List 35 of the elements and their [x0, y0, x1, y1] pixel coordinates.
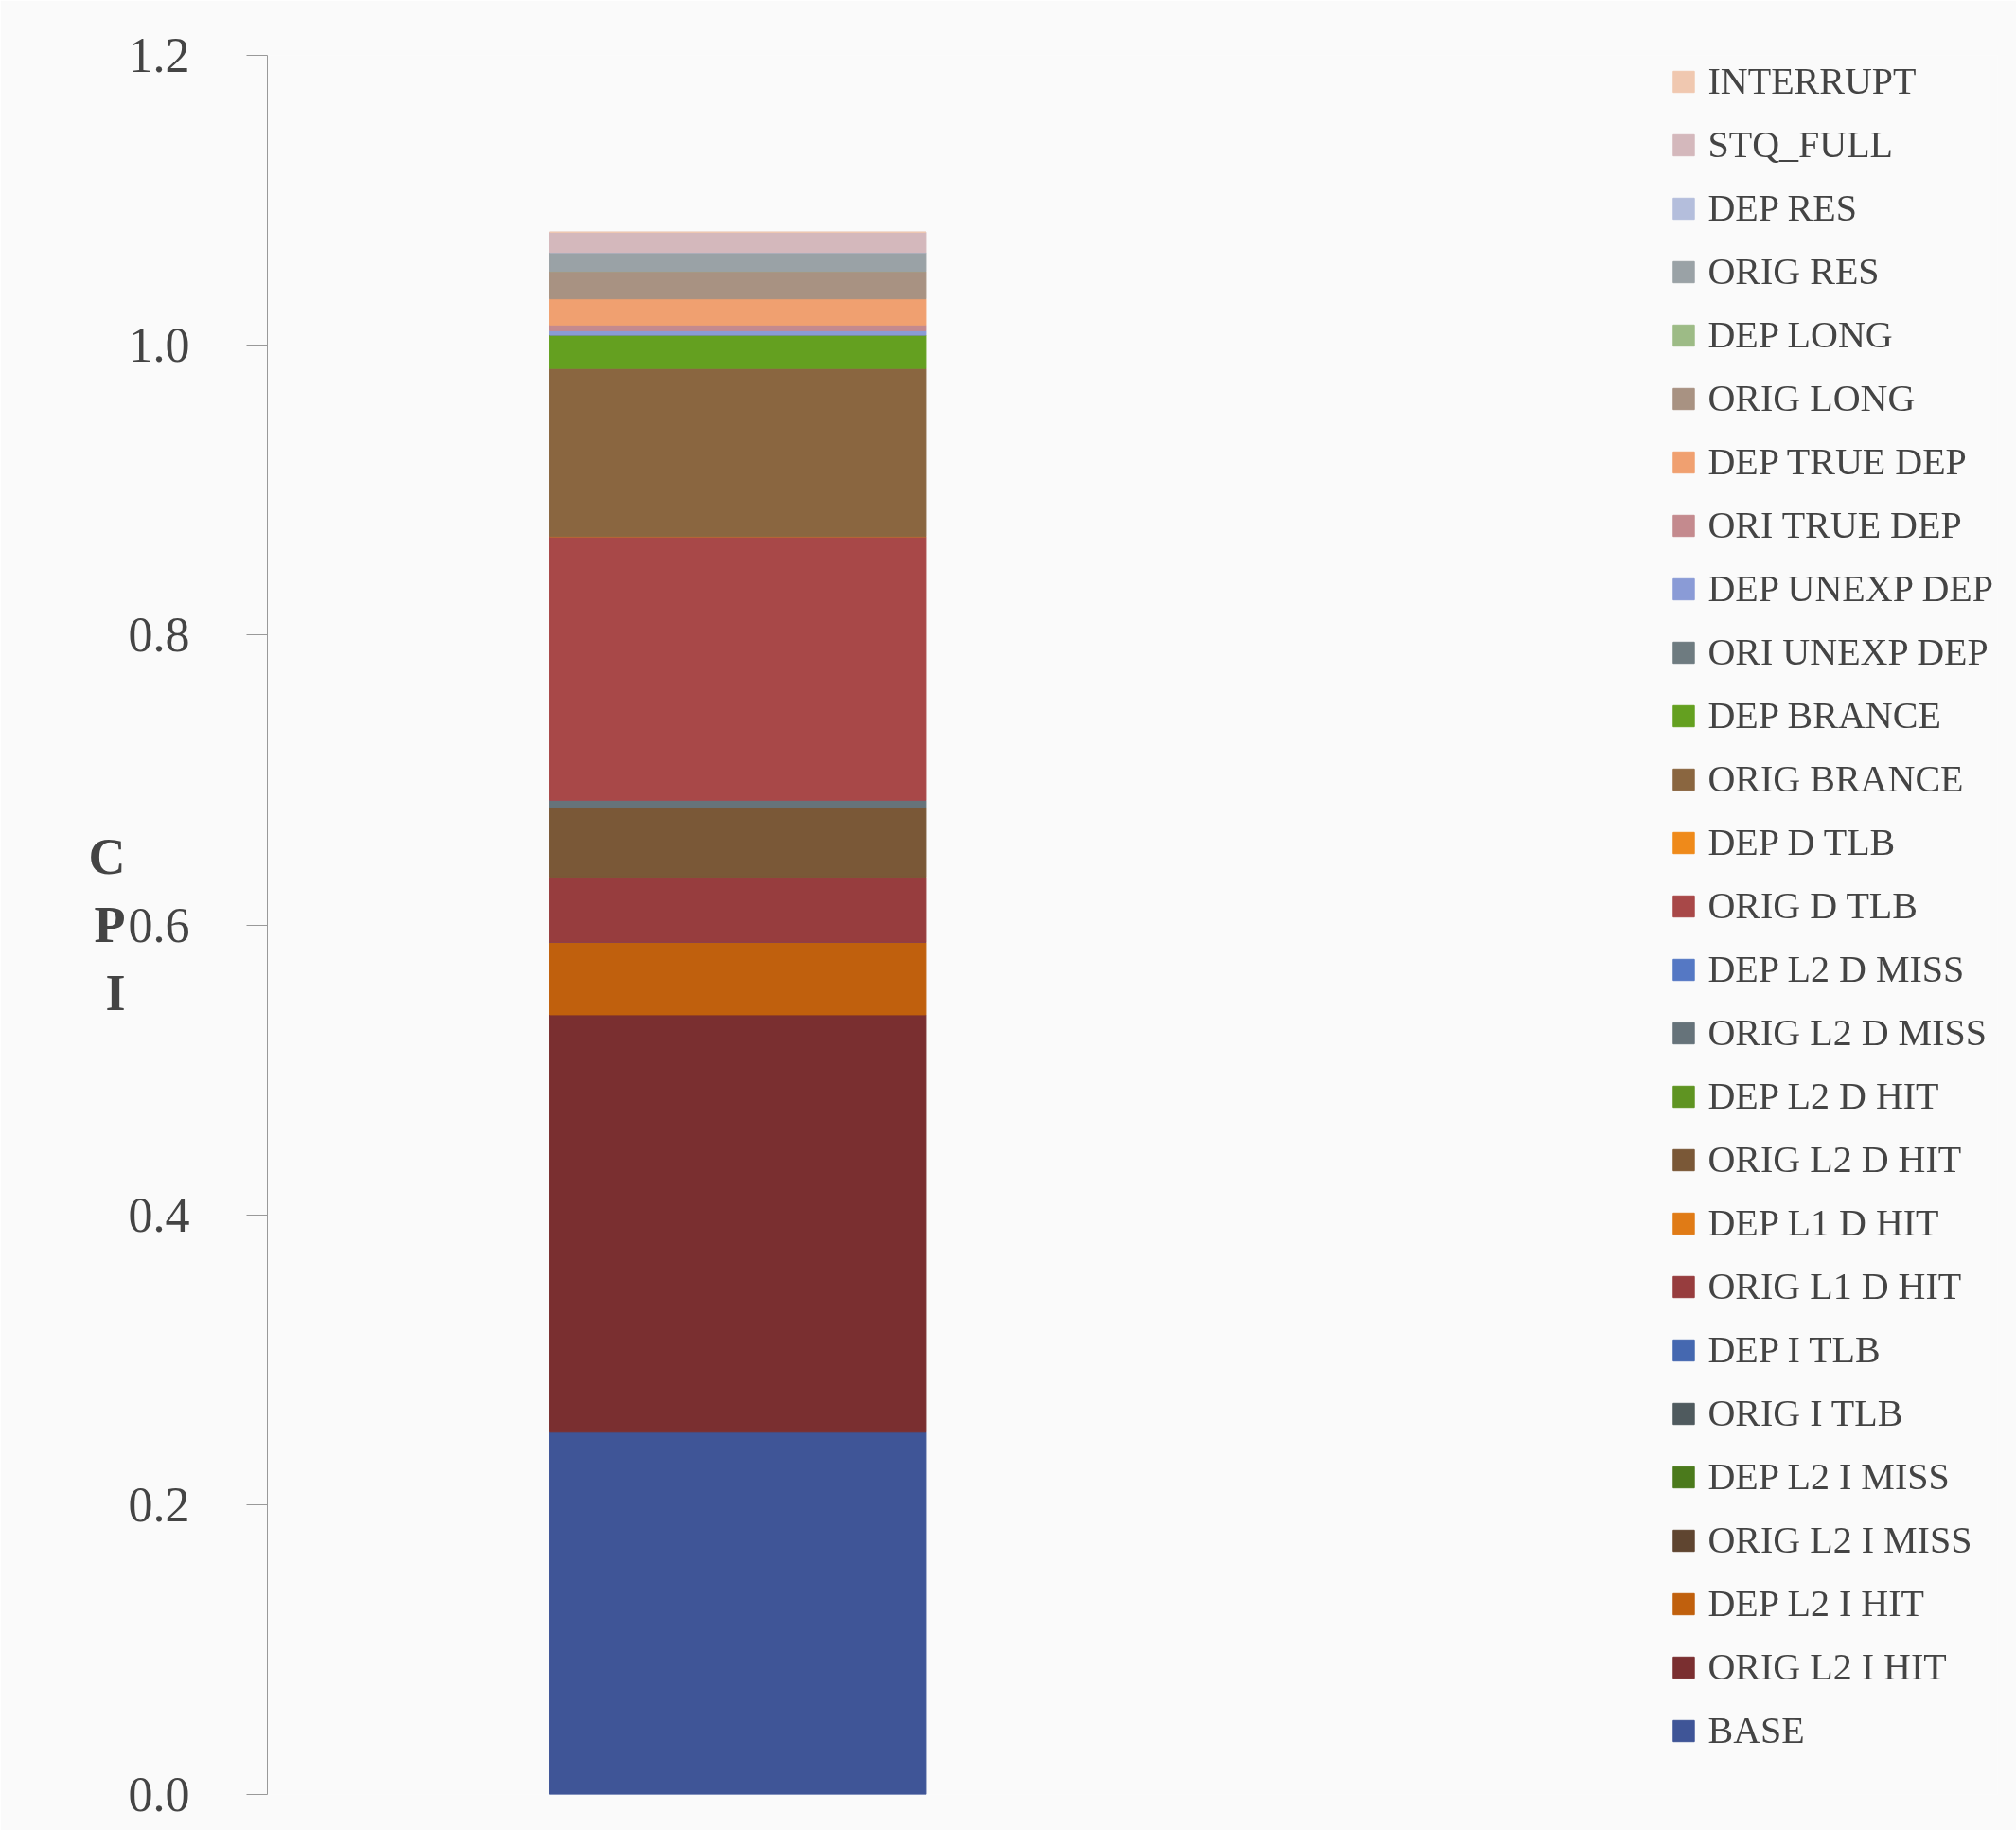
legend-label: STQ_FULL — [1707, 122, 1894, 167]
legend-label: ORIG RES — [1707, 249, 1880, 293]
y-tick-label: 1.0 — [128, 318, 190, 373]
legend-label: ORIG L2 D HIT — [1707, 1137, 1962, 1182]
legend-label: INTERRUPT — [1707, 59, 1917, 103]
legend-label: DEP LONG — [1707, 312, 1893, 357]
legend-label: ORI TRUE DEP — [1707, 503, 1962, 547]
legend-label: DEP L2 I HIT — [1707, 1581, 1924, 1626]
legend-label: DEP L2 I MISS — [1707, 1454, 1950, 1499]
legend-label: ORIG L2 D MISS — [1707, 1010, 1987, 1055]
legend-label: ORIG BRANCE — [1707, 756, 1964, 801]
y-tick-label: 0.8 — [128, 608, 190, 663]
legend-label: BASE — [1707, 1708, 1805, 1752]
legend-label: DEP I TLB — [1707, 1327, 1881, 1372]
legend-label: ORIG I TLB — [1707, 1391, 1903, 1435]
legend-label: DEP D TLB — [1707, 820, 1896, 864]
y-tick-label: 0.2 — [128, 1477, 190, 1532]
legend-label: DEP UNEXP DEP — [1707, 566, 1993, 611]
legend-label: DEP BRANCE — [1707, 693, 1941, 737]
y-tick-label: 0.6 — [128, 897, 190, 952]
y-axis-title: CPI — [88, 828, 126, 1022]
y-tick-label: 1.2 — [128, 28, 190, 82]
legend-label: DEP TRUE DEP — [1707, 439, 1967, 484]
legend-label: DEP L2 D MISS — [1707, 947, 1965, 991]
y-tick-label: 0.0 — [128, 1768, 190, 1821]
legend-label: ORIG D TLB — [1707, 883, 1918, 928]
legend-label: ORIG L2 I MISS — [1707, 1518, 1972, 1562]
legend-label: ORI UNEXP DEP — [1707, 630, 1989, 674]
legend-label: DEP RES — [1707, 186, 1857, 230]
legend-label: DEP L2 D HIT — [1707, 1074, 1939, 1118]
y-tick-label: 0.4 — [128, 1187, 190, 1242]
legend-label: ORIG L2 I HIT — [1707, 1644, 1947, 1689]
legend-label: ORIG L1 D HIT — [1707, 1264, 1962, 1308]
legend-label: ORIG LONG — [1707, 376, 1916, 420]
legend-label: DEP L1 D HIT — [1707, 1200, 1939, 1245]
